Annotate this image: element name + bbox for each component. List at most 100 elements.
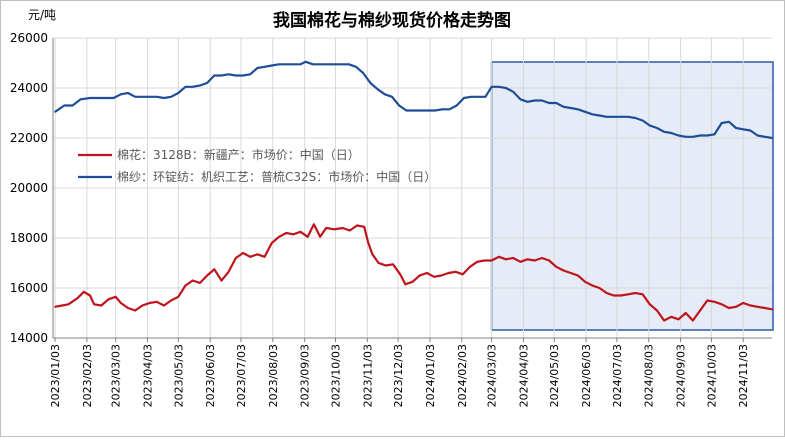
x-tick-label: 2023/01/03	[49, 344, 62, 407]
cotton-point	[533, 259, 536, 262]
cotton-point	[285, 232, 288, 234]
cotton-point	[170, 299, 173, 302]
x-tick-label: 2023/07/03	[235, 344, 248, 407]
yarn-point	[299, 63, 302, 66]
cotton-point	[206, 274, 209, 277]
cotton-point	[384, 264, 387, 267]
cotton-point	[426, 272, 428, 274]
cotton-point	[119, 302, 122, 304]
cotton-point	[249, 255, 252, 258]
cotton-point	[61, 304, 64, 307]
yarn-point	[749, 129, 752, 132]
yarn-point	[620, 115, 622, 118]
x-tick-label: 2024/11/03	[737, 344, 750, 407]
yarn-point	[598, 114, 601, 117]
yarn-point	[163, 97, 165, 99]
yarn-point	[347, 63, 350, 66]
yarn-point	[605, 115, 608, 118]
yarn-point	[398, 104, 400, 107]
yarn-point	[177, 92, 180, 94]
cotton-point	[325, 227, 328, 229]
cotton-point	[440, 274, 443, 277]
x-tick-label: 2023/11/03	[361, 344, 374, 407]
yarn-legend-label: 棉纱：环锭纺：机织工艺：普梳C32S：市场价：中国（日）	[117, 169, 436, 184]
cotton-point	[114, 295, 117, 298]
x-tick-label: 2023/09/03	[299, 344, 312, 407]
cotton-point	[184, 284, 187, 287]
cotton-point	[89, 294, 91, 297]
yarn-point	[427, 109, 429, 112]
yarn-point	[249, 73, 252, 76]
axes: 14000 16000 18000 20000 22000 24000 26000 2023/…	[10, 31, 772, 407]
yarn-point	[648, 124, 651, 127]
yarn-point	[355, 65, 357, 68]
cotton-point	[584, 280, 586, 283]
cotton-point	[555, 265, 558, 268]
cotton-point	[363, 225, 366, 228]
yarn-point	[155, 95, 158, 98]
yarn-point	[656, 127, 658, 129]
yarn-point	[771, 137, 773, 139]
x-tick-label: 2024/08/03	[643, 344, 656, 407]
yarn-point	[497, 85, 500, 88]
cotton-point	[634, 292, 637, 294]
cotton-point	[447, 272, 450, 274]
cotton-point	[392, 263, 394, 266]
cotton-point	[476, 260, 479, 263]
yarn-point	[634, 117, 637, 119]
y-tick-label: 22000	[10, 131, 48, 145]
yarn-point	[191, 85, 194, 88]
yarn-point	[677, 134, 680, 137]
cotton-point	[756, 305, 759, 308]
x-tick-label: 2024/06/03	[580, 344, 593, 407]
cotton-point	[505, 258, 507, 261]
x-tick-label: 2024/01/03	[424, 344, 437, 407]
yarn-point	[627, 115, 630, 118]
cotton-point	[598, 287, 601, 289]
yarn-point	[490, 85, 493, 88]
cotton-point	[512, 257, 515, 259]
cotton-point	[341, 227, 344, 229]
cotton-point	[377, 262, 380, 264]
cotton-point	[562, 269, 565, 272]
cotton-point	[319, 235, 321, 238]
cotton-point	[684, 312, 687, 314]
cotton-point	[367, 242, 370, 244]
yarn-point	[763, 135, 766, 138]
yarn-point	[304, 60, 307, 63]
yarn-point	[376, 88, 379, 91]
highlight-region	[490, 61, 774, 331]
y-tick-label: 26000	[10, 31, 48, 45]
cotton-point	[706, 299, 709, 302]
yarn-point	[641, 119, 644, 122]
cotton-point	[577, 274, 579, 277]
yarn-point	[141, 95, 144, 98]
cotton-point	[656, 309, 658, 312]
x-tick-label: 2023/05/03	[172, 344, 185, 407]
cotton-point	[199, 282, 201, 284]
cotton-point	[433, 275, 435, 278]
y-tick-label: 16000	[10, 281, 48, 295]
yarn-point	[340, 63, 343, 66]
yarn-point	[584, 110, 586, 113]
y-tick-label: 24000	[10, 81, 48, 95]
cotton-point	[270, 242, 273, 244]
cotton-point	[54, 305, 56, 308]
cotton-point	[263, 255, 266, 258]
yarn-point	[54, 110, 56, 113]
yarn-point	[112, 97, 115, 99]
yarn-point	[369, 82, 372, 84]
yarn-point	[312, 63, 314, 66]
legend: 棉花：3128B：新疆产：市场价：中国（日） 棉纱：环锭纺：机织工艺：普梳C32S…	[78, 147, 436, 184]
cotton-point	[418, 274, 421, 277]
cotton-point	[454, 270, 457, 273]
x-tick-label: 2023/02/03	[81, 344, 94, 407]
yarn-point	[663, 130, 665, 133]
cotton-point	[519, 260, 522, 263]
yarn-point	[477, 95, 480, 98]
cotton-point	[648, 303, 651, 306]
x-tick-label: 2024/05/03	[548, 344, 561, 407]
cotton-point	[692, 319, 694, 322]
yarn-point	[612, 115, 615, 118]
